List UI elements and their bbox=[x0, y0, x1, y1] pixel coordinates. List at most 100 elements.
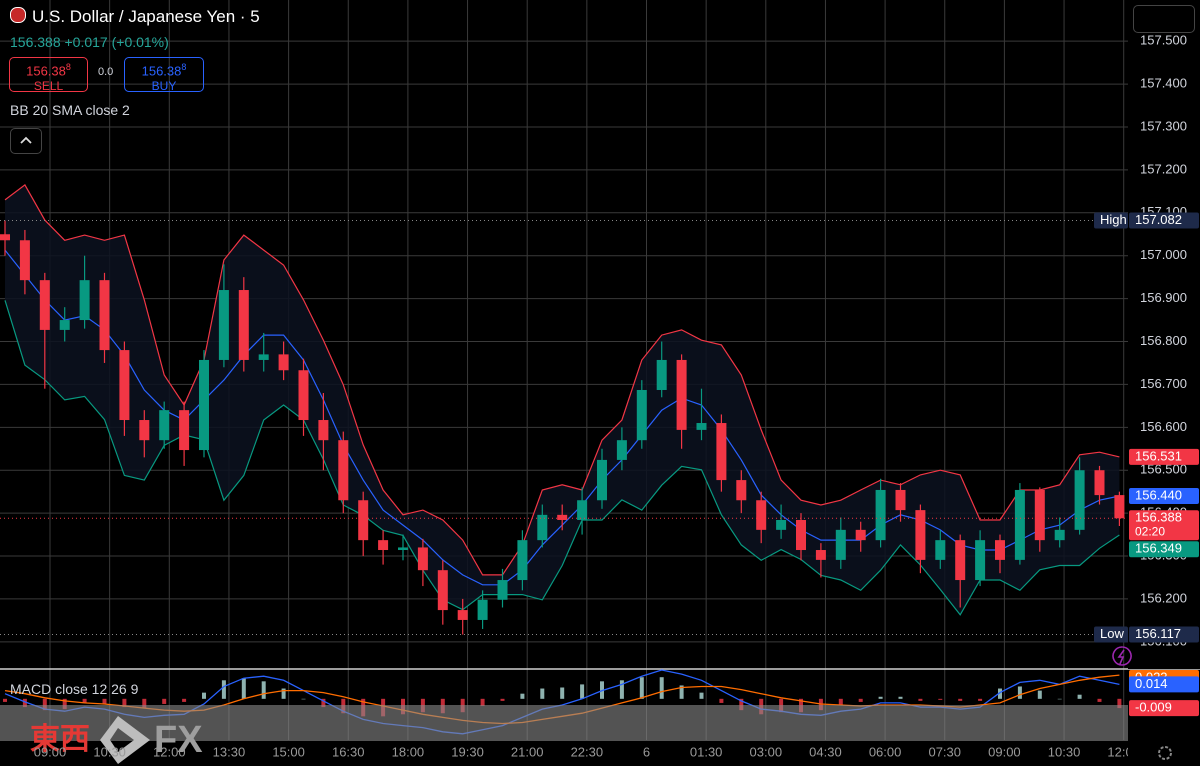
macd-histogram-bar bbox=[540, 688, 545, 699]
sell-price: 156.38 bbox=[26, 63, 66, 79]
last-price: 156.388 bbox=[10, 34, 61, 50]
macd-histogram-bar bbox=[679, 685, 684, 699]
macd-histogram-bar bbox=[102, 698, 107, 704]
marker-value-bg bbox=[1129, 487, 1199, 504]
marker-value-bg bbox=[1129, 212, 1199, 229]
currency-select[interactable]: JPY ▾ bbox=[1133, 5, 1195, 33]
watermark-logo bbox=[100, 716, 150, 764]
candle-body bbox=[796, 519, 806, 551]
macd-histogram-bar bbox=[321, 698, 326, 708]
candle-body bbox=[258, 354, 269, 360]
candle-body bbox=[99, 280, 110, 351]
sell-button[interactable]: 156.388 SELL bbox=[9, 57, 88, 94]
price-axis-bg bbox=[1128, 36, 1200, 669]
upper-band-value: 156.531 bbox=[1135, 448, 1182, 463]
x-tick-label: 01:30 bbox=[690, 744, 723, 759]
macd-histogram-bar bbox=[719, 698, 724, 703]
buy-button[interactable]: 156.388 BUY bbox=[124, 57, 204, 93]
macd-histogram-bar bbox=[500, 698, 505, 701]
marker-name: Low bbox=[1100, 626, 1124, 641]
macd-histogram-bar bbox=[241, 678, 246, 699]
x-tick-label: 19:30 bbox=[451, 744, 484, 759]
candle-body bbox=[915, 510, 926, 560]
x-tick-label: 12:00 bbox=[153, 744, 186, 759]
current-price: 156.388 bbox=[1135, 510, 1182, 525]
candle-body bbox=[616, 440, 627, 460]
candle-body bbox=[59, 320, 70, 330]
macd-histogram-bar bbox=[858, 698, 863, 702]
macd-histogram-bar bbox=[22, 698, 27, 708]
candle-body bbox=[199, 359, 209, 451]
x-tick-label: 07:30 bbox=[928, 744, 961, 759]
macd-macd-value: 0.014 bbox=[1135, 676, 1168, 691]
macd-histogram-bar bbox=[1077, 694, 1082, 699]
y-tick-label: 156.200 bbox=[1140, 590, 1187, 605]
marker-name-bg bbox=[1094, 212, 1128, 229]
macd-histogram-bar bbox=[659, 677, 664, 699]
macd-histogram-bar bbox=[699, 692, 704, 699]
candle-body bbox=[815, 550, 826, 560]
marker-name: High bbox=[1100, 212, 1127, 227]
marker-name-bg bbox=[1094, 626, 1128, 643]
candle-body bbox=[935, 540, 946, 560]
band-fill bbox=[5, 184, 1120, 615]
macd-macd-value-bg bbox=[1129, 676, 1199, 693]
macd-histogram-bar bbox=[838, 698, 843, 705]
candle-body bbox=[19, 240, 30, 281]
macd-histogram-bar bbox=[261, 681, 266, 699]
x-tick-label: 16:30 bbox=[332, 744, 365, 759]
macd-histogram-bar bbox=[619, 680, 624, 699]
macd-histogram-bar bbox=[202, 692, 206, 699]
candle-body bbox=[477, 599, 488, 620]
band-upper bbox=[4, 184, 1120, 576]
candle-body bbox=[855, 529, 866, 541]
sell-pip: 8 bbox=[65, 62, 71, 72]
y-tick-label: 156.700 bbox=[1140, 376, 1187, 391]
y-tick-label: 157.200 bbox=[1140, 161, 1187, 176]
time-axis-corner bbox=[1128, 740, 1200, 766]
candle-body bbox=[298, 370, 309, 421]
candle-body bbox=[696, 423, 707, 430]
price-change: +0.017 (+0.01%) bbox=[64, 34, 169, 50]
macd-histogram-bar bbox=[918, 698, 923, 701]
countdown: 02:20 bbox=[1135, 524, 1165, 538]
y-tick-label: 156.600 bbox=[1140, 419, 1187, 434]
macd-histogram-bar bbox=[520, 693, 525, 699]
macd-histogram-bar bbox=[182, 698, 187, 702]
sell-label: SELL bbox=[33, 79, 64, 94]
macd-histogram-bar bbox=[122, 698, 127, 708]
candle-body bbox=[417, 547, 428, 571]
symbol-row: U.S. Dollar / Japanese Yen · 5 bbox=[10, 7, 260, 27]
candle-body bbox=[139, 420, 150, 441]
candle-body bbox=[39, 280, 50, 330]
y-tick-label: 156.900 bbox=[1140, 290, 1187, 305]
macd-histogram-bar bbox=[82, 698, 87, 703]
candle-body bbox=[676, 359, 687, 430]
upper-band-value-bg bbox=[1129, 448, 1199, 465]
marker-value-bg bbox=[1129, 626, 1199, 643]
macd-histogram-bar bbox=[938, 698, 943, 700]
lower-band-value-bg bbox=[1129, 541, 1199, 558]
candle-body bbox=[736, 480, 747, 501]
macd-histogram-bar bbox=[560, 687, 565, 699]
candle-body bbox=[457, 610, 468, 620]
candle-body bbox=[79, 280, 90, 321]
candle-body bbox=[1054, 529, 1065, 541]
x-tick-label: 22:30 bbox=[571, 744, 604, 759]
candle-body bbox=[517, 540, 528, 581]
candle-body bbox=[1094, 470, 1105, 496]
macd-histogram-bar bbox=[878, 696, 883, 699]
x-tick-label: 10:30 bbox=[93, 744, 126, 759]
x-tick-label: 10:30 bbox=[1048, 744, 1081, 759]
macd-histogram-bar bbox=[639, 677, 644, 699]
x-tick-label: 6 bbox=[643, 744, 650, 759]
band-lower bbox=[4, 300, 1120, 616]
settings-icon[interactable] bbox=[1158, 746, 1172, 760]
x-tick-label: 03:00 bbox=[750, 744, 783, 759]
candle-body bbox=[318, 420, 329, 441]
buy-price: 156.38 bbox=[141, 63, 182, 79]
collapse-button[interactable] bbox=[10, 128, 42, 154]
candle-body bbox=[716, 423, 727, 481]
spread: 0.0 bbox=[98, 66, 114, 78]
